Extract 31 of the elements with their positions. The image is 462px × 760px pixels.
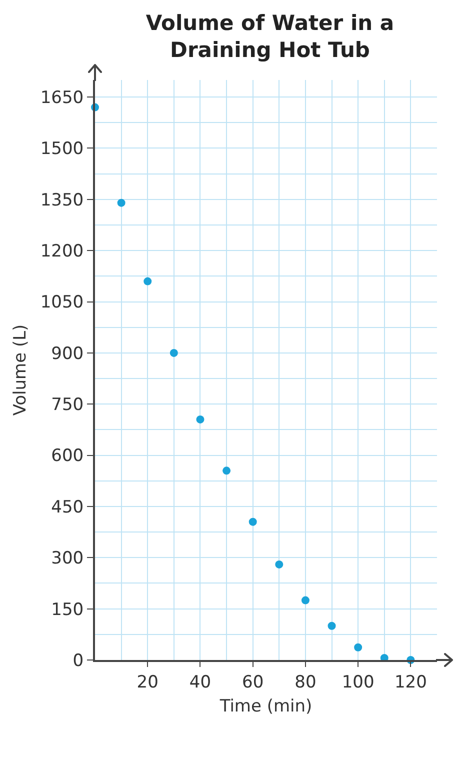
y-tick-label: 600 bbox=[51, 446, 84, 466]
y-tick-label: 1350 bbox=[40, 190, 84, 210]
y-tick-label: 1050 bbox=[40, 292, 84, 312]
y-tick-label: 750 bbox=[51, 394, 84, 415]
point bbox=[248, 517, 257, 526]
y-axis-title: Volume (L) bbox=[10, 324, 30, 416]
point bbox=[196, 415, 204, 424]
x-tick-label: 80 bbox=[294, 672, 316, 692]
y-tick-label: 1650 bbox=[40, 88, 84, 108]
point bbox=[328, 621, 336, 630]
point bbox=[301, 596, 310, 604]
point bbox=[117, 198, 126, 206]
y-tick-label: 900 bbox=[51, 343, 84, 364]
y-tick-label: 1200 bbox=[40, 241, 84, 262]
y-tick-label: 150 bbox=[51, 599, 84, 620]
x-axis-title: Time (min) bbox=[218, 696, 312, 716]
y-tick-label: 450 bbox=[51, 497, 84, 518]
y-tick-label: 0 bbox=[72, 650, 84, 671]
point bbox=[144, 276, 152, 285]
point bbox=[354, 642, 362, 651]
y-tick-label: 1500 bbox=[40, 138, 84, 159]
x-tick-label: 40 bbox=[189, 672, 212, 692]
x-tick-label: 60 bbox=[242, 672, 264, 692]
x-tick-label: 100 bbox=[342, 672, 374, 692]
x-tick-label: 20 bbox=[136, 672, 158, 692]
chart-title: Volume of Water in a Draining Hot Tub bbox=[144, 10, 396, 64]
point bbox=[170, 348, 178, 357]
y-tick-label: 300 bbox=[51, 548, 84, 568]
x-tick-label: 120 bbox=[394, 672, 427, 692]
point bbox=[222, 466, 231, 474]
point bbox=[275, 560, 284, 568]
